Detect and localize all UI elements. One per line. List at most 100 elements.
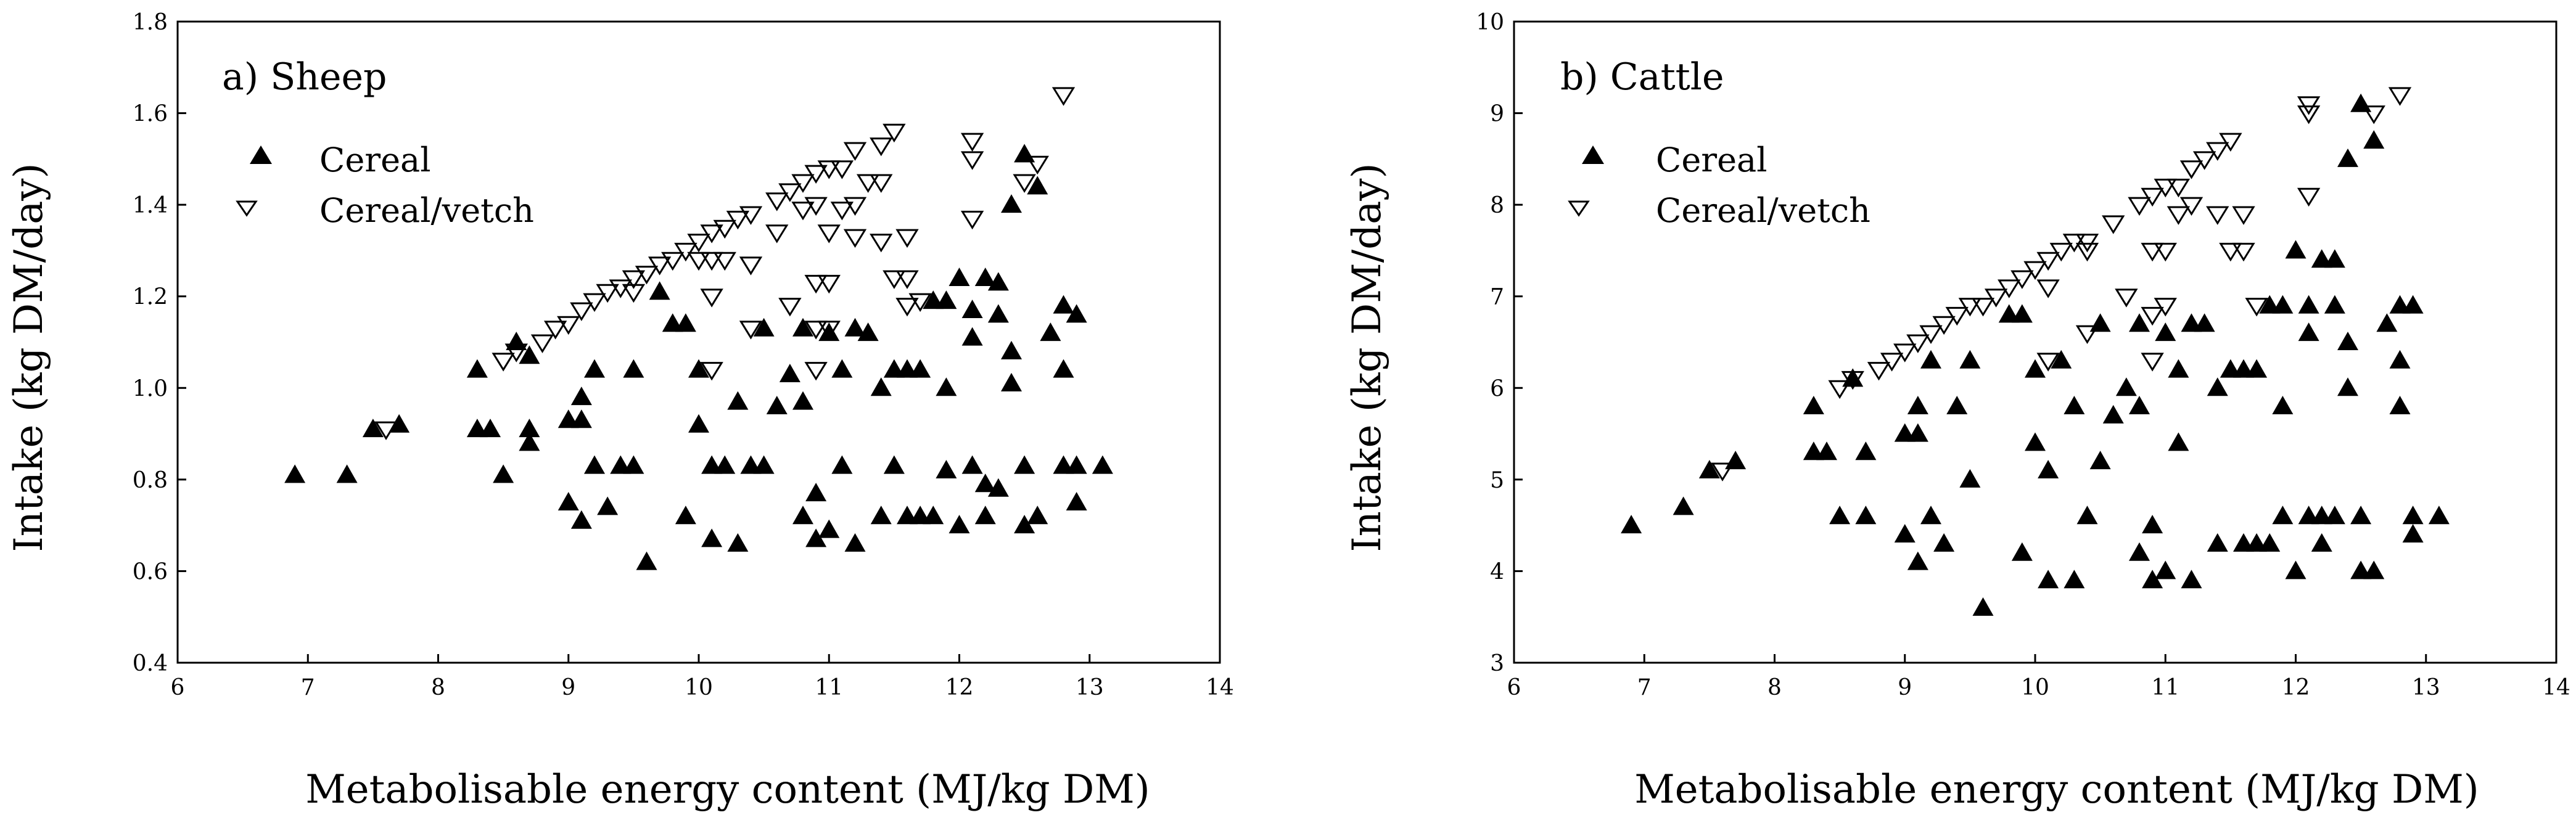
data-point-cereal [1933, 533, 1955, 552]
data-point-cereal [636, 551, 657, 570]
data-point-cereal-vetch [2167, 178, 2191, 198]
data-point-cereal-vetch [2128, 197, 2151, 216]
data-point-cereal [936, 377, 957, 396]
x-tick-label: 9 [561, 675, 575, 700]
data-point-cereal [974, 473, 996, 493]
data-point-cereal-vetch [622, 284, 646, 303]
data-point-cereal [2285, 560, 2306, 579]
data-point-cereal [727, 391, 749, 410]
data-point-cereal [336, 464, 358, 483]
data-point-cereal-vetch [2141, 242, 2164, 262]
data-point-cereal [1014, 144, 1035, 163]
data-point-cereal-vetch [2192, 151, 2216, 170]
data-point-cereal-vetch [2154, 178, 2177, 198]
data-point-cereal-vetch [530, 334, 554, 353]
x-tick-label: 12 [2282, 675, 2310, 700]
data-point-cereal [597, 496, 619, 515]
data-point-cereal [974, 506, 996, 525]
data-point-cereal [844, 533, 866, 552]
data-point-cereal-vetch [2362, 105, 2385, 125]
data-point-cereal [1920, 506, 1941, 525]
y-tick-label: 6 [1490, 376, 1504, 401]
data-point-cereal-vetch [843, 229, 867, 248]
data-point-cereal [675, 313, 696, 332]
data-point-cereal [1816, 441, 1837, 461]
data-point-cereal [1972, 597, 1994, 616]
x-tick-label: 14 [2542, 675, 2570, 700]
data-point-cereal-vetch [739, 206, 763, 225]
data-point-cereal [2142, 515, 2163, 534]
data-point-cereal [2011, 304, 2033, 323]
data-point-cereal [2389, 396, 2411, 414]
data-point-cereal [570, 387, 592, 406]
y-tick-label: 3 [1490, 651, 1504, 676]
chart-title: a) Sheep [222, 55, 387, 99]
x-tick-label: 11 [815, 675, 843, 700]
data-point-cereal [974, 268, 996, 286]
y-tick-label: 1.0 [133, 376, 168, 401]
data-point-cereal [961, 455, 983, 474]
data-point-cereal-vetch [804, 165, 828, 184]
data-point-cereal [2064, 396, 2085, 414]
data-point-cereal [792, 391, 813, 410]
data-point-cereal-vetch [2154, 298, 2177, 317]
x-tick-label: 8 [1767, 675, 1782, 700]
data-point-cereal [1066, 304, 1087, 323]
data-point-cereal-vetch [2010, 270, 2034, 289]
data-point-cereal-vetch [635, 266, 659, 285]
data-point-cereal-vetch [804, 362, 828, 381]
data-point-cereal-vetch [2102, 215, 2125, 234]
marker-group [1621, 87, 2450, 616]
data-point-cereal-vetch [2206, 142, 2229, 161]
data-point-cereal-vetch [830, 202, 854, 221]
data-point-cereal [570, 409, 592, 428]
data-point-cereal [284, 464, 306, 483]
y-tick-label: 0.8 [133, 468, 168, 493]
data-point-cereal [910, 359, 931, 378]
data-point-cereal [519, 419, 540, 438]
data-point-cereal [2129, 542, 2150, 561]
x-tick-label: 7 [301, 675, 315, 700]
data-point-cereal [2272, 506, 2294, 525]
data-point-cereal [1803, 396, 1824, 414]
data-point-cereal-vetch [492, 353, 515, 372]
y-tick-label: 1.4 [133, 193, 168, 218]
data-point-cereal-vetch [778, 298, 802, 317]
data-point-cereal-vetch [700, 224, 723, 244]
data-point-cereal [2089, 451, 2111, 470]
data-point-cereal [936, 460, 957, 478]
data-point-cereal-vetch [570, 302, 593, 321]
data-point-cereal [2350, 506, 2372, 525]
data-point-cereal [2311, 533, 2332, 552]
data-point-cereal [2337, 377, 2358, 396]
data-point-cereal-vetch [504, 343, 528, 362]
data-point-cereal-vetch [1893, 343, 1917, 362]
legend-label-cereal: Cereal [319, 141, 431, 179]
data-point-cereal [727, 533, 749, 552]
x-tick-label: 7 [1637, 675, 1652, 700]
data-point-cereal [2207, 377, 2228, 396]
data-point-cereal-vetch [1051, 87, 1076, 106]
data-point-cereal [623, 455, 644, 474]
data-point-cereal-vetch [908, 293, 932, 313]
data-point-cereal [753, 317, 775, 337]
data-point-cereal [584, 359, 605, 378]
data-point-cereal-vetch [596, 284, 619, 303]
data-point-cereal [519, 345, 540, 364]
y-tick-label: 4 [1490, 559, 1504, 584]
y-tick-label: 8 [1490, 193, 1504, 218]
data-point-cereal [2076, 506, 2098, 525]
data-point-cereal [1014, 455, 1035, 474]
data-point-cereal [1092, 455, 1113, 474]
data-point-cereal-vetch [2154, 242, 2177, 262]
data-point-cereal-vetch [765, 192, 789, 211]
data-point-cereal-vetch [648, 256, 672, 276]
x-axis-label: Metabolisable energy content (MJ/kg DM) [305, 767, 1150, 813]
y-tick-label: 7 [1490, 285, 1504, 310]
data-point-cereal [1855, 441, 1877, 461]
x-tick-label: 6 [171, 675, 185, 700]
y-tick-label: 0.6 [133, 559, 168, 584]
data-point-cereal-vetch [2023, 261, 2047, 280]
data-point-cereal [2038, 460, 2059, 478]
